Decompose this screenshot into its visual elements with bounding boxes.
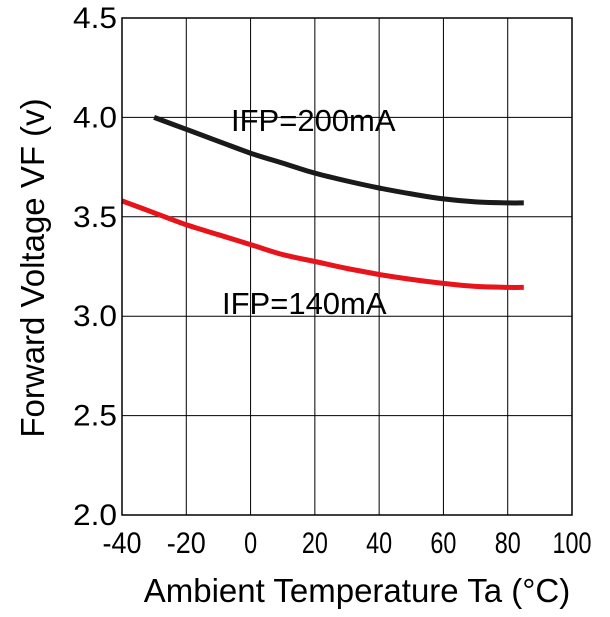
y-tick-labels: 2.0 2.5 3.0 3.5 4.0 4.5	[73, 2, 117, 532]
x-axis-title: Ambient Temperature Ta (°C)	[144, 572, 571, 609]
series-line-140ma	[121, 198, 524, 290]
plot-frame	[121, 17, 573, 516]
x-tick-label: 80	[495, 527, 521, 560]
y-tick-label: 2.0	[73, 499, 117, 532]
y-tick-label: 4.5	[73, 2, 117, 35]
x-tick-labels: -40 -20 0 20 40 60 80 100	[103, 527, 592, 560]
annotation-140ma: IFP=140mA	[222, 286, 387, 321]
x-tick-label: 60	[430, 527, 456, 560]
x-tick-label: -20	[167, 527, 206, 560]
x-tick-label: 20	[302, 527, 328, 560]
annotation-200ma: IFP=200mA	[231, 103, 396, 138]
y-tick-label: 2.5	[73, 400, 117, 433]
y-axis-title: Forward Voltage VF (v)	[14, 98, 51, 437]
x-tick-label: 0	[244, 527, 257, 560]
x-tick-label: 40	[366, 527, 392, 560]
y-tick-label: 3.0	[73, 300, 117, 333]
series-layer	[121, 115, 524, 290]
series-line-200ma	[153, 115, 524, 206]
x-tick-label: 100	[553, 527, 592, 560]
y-tick-label: 3.5	[73, 201, 117, 234]
y-tick-label: 4.0	[73, 101, 117, 134]
x-tick-label: -40	[103, 527, 142, 560]
grid	[122, 18, 572, 515]
